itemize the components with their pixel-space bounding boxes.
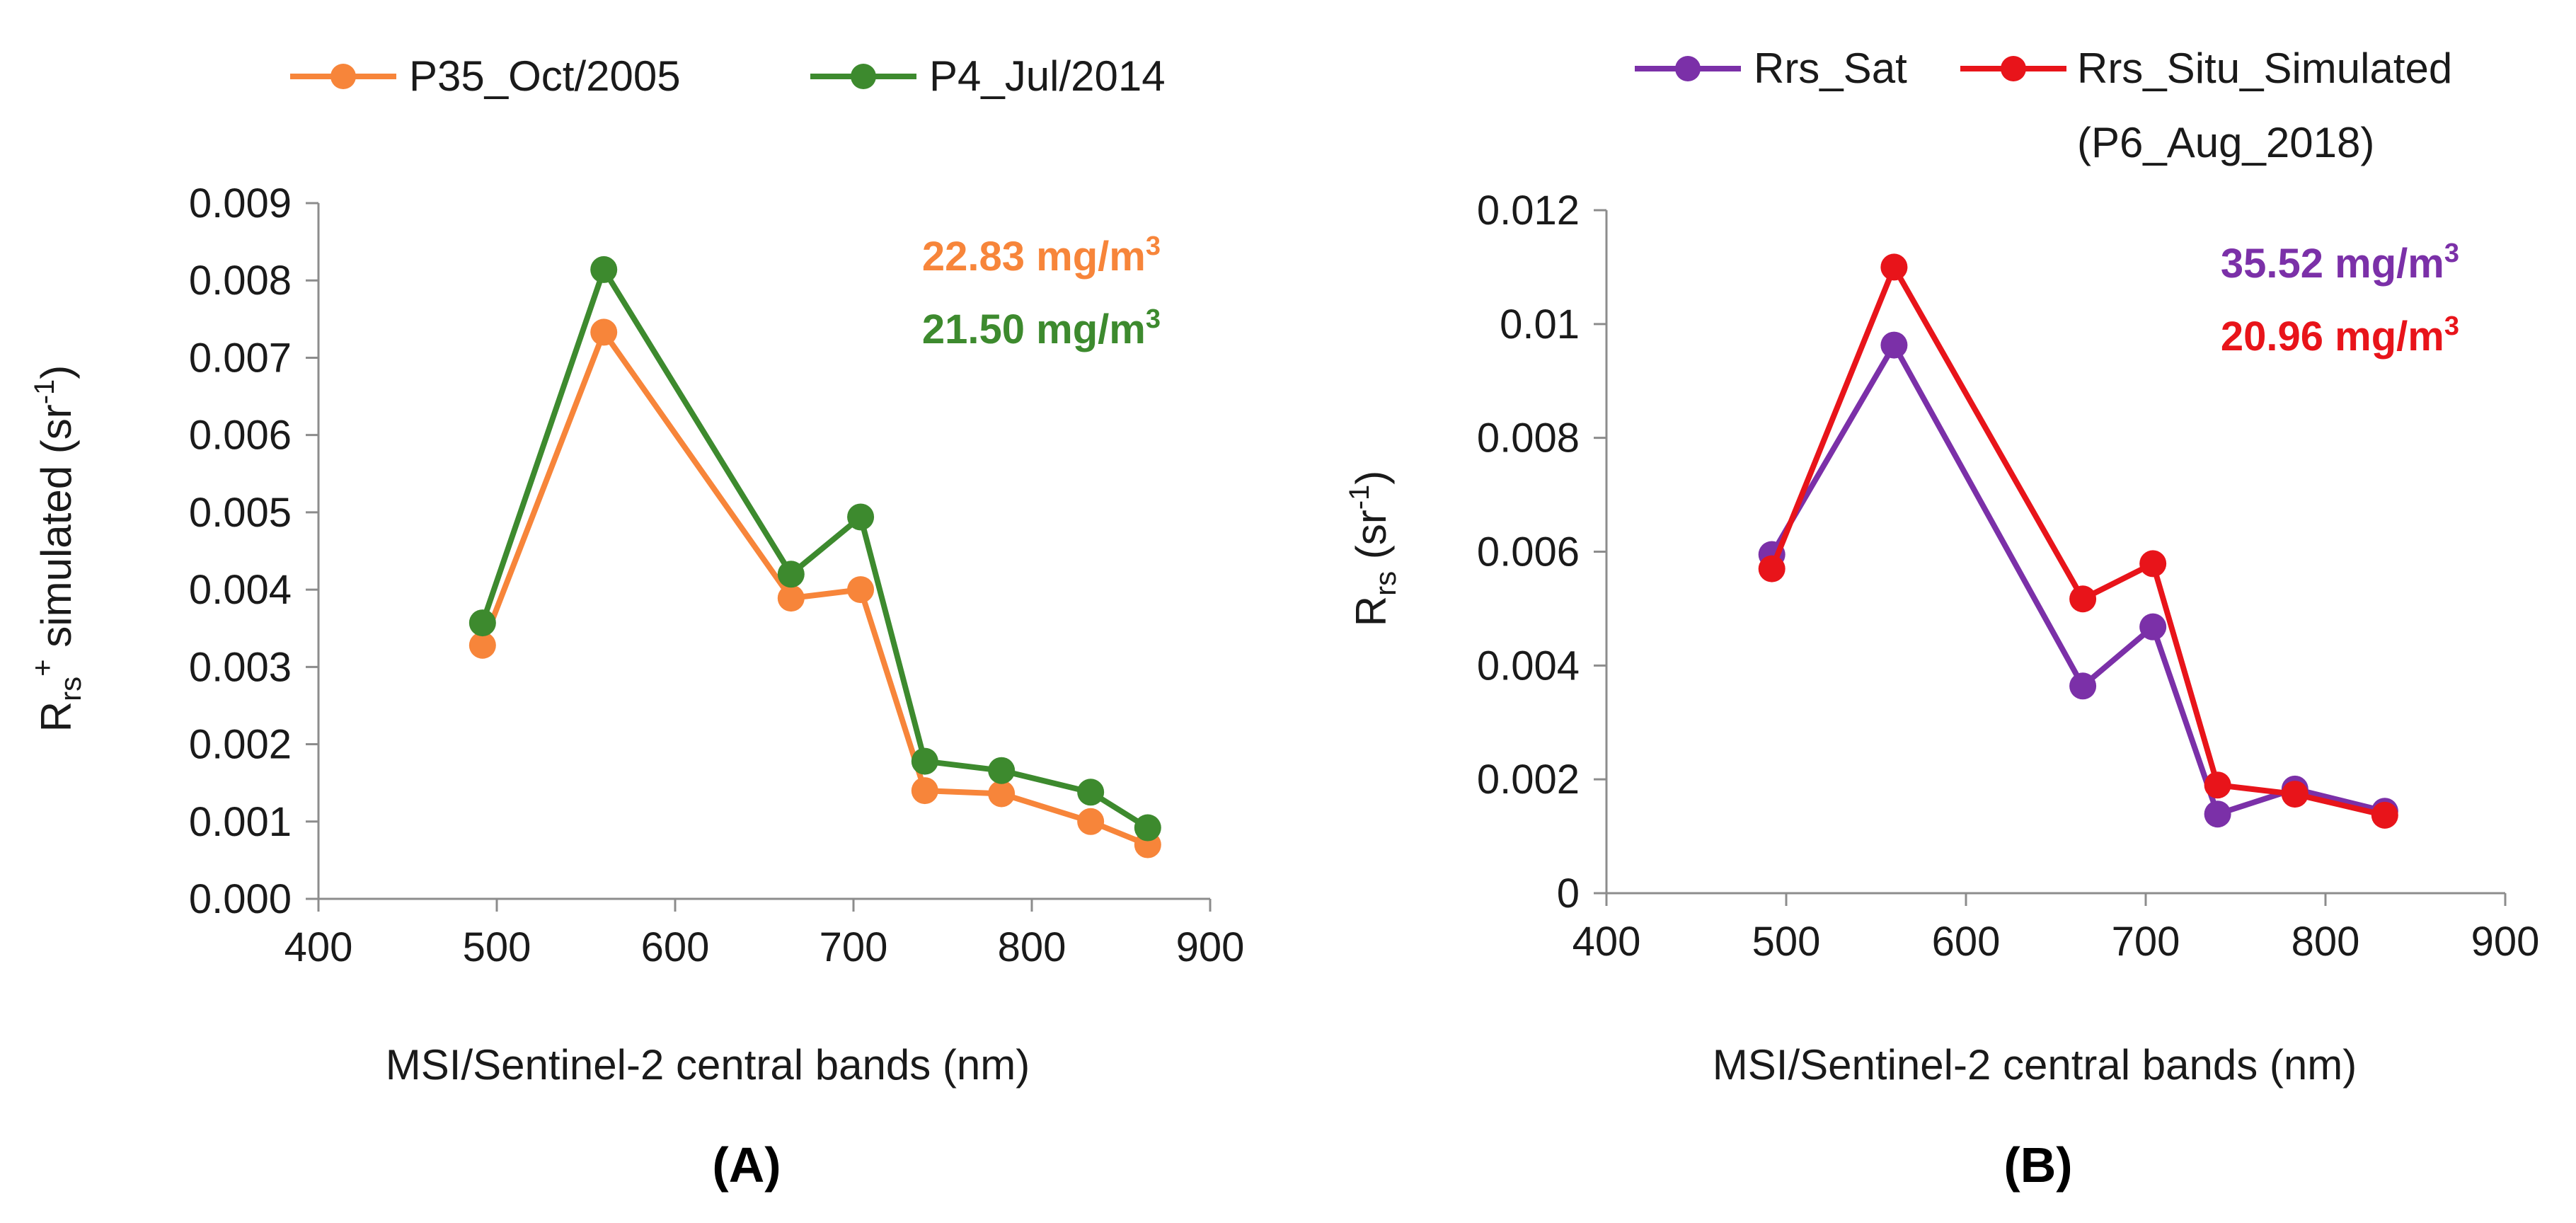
y-tick-label: 0.009 <box>189 180 292 226</box>
y-axis-title: Rrs+ simulated (sr-1) <box>25 365 87 733</box>
data-point <box>911 777 938 805</box>
y-ticks-b: 0 0.002 0.004 0.006 0.008 0.01 0.012 <box>1477 188 1606 917</box>
x-tick-label: 800 <box>2292 919 2360 965</box>
x-tick-label: 600 <box>641 924 710 970</box>
data-point <box>590 255 618 283</box>
series-line <box>480 329 1149 848</box>
data-point <box>847 576 875 604</box>
data-point <box>590 318 618 346</box>
x-ticks-b: 400 500 600 700 800 900 <box>1572 893 2540 965</box>
legend-label-line2: (P6_Aug_2018) <box>2077 119 2374 166</box>
series-line <box>1769 342 2386 817</box>
y-tick-label: 0.003 <box>189 644 292 690</box>
y-tick-label: 0.000 <box>189 876 292 922</box>
data-point <box>2204 800 2231 828</box>
panel-label-b: (B) <box>2003 1137 2072 1193</box>
data-point <box>911 747 938 775</box>
y-tick-label: 0.007 <box>189 335 292 381</box>
data-point <box>2204 771 2231 799</box>
x-tick-label: 500 <box>463 924 531 970</box>
x-tick-label: 400 <box>284 924 353 970</box>
data-point <box>1077 779 1105 806</box>
x-axis-title: MSI/Sentinel-2 central bands (nm) <box>386 1041 1030 1089</box>
axes-a <box>317 203 1210 900</box>
legend-swatch-marker <box>1675 56 1701 81</box>
data-point <box>1758 555 1786 582</box>
legend-label: P35_Oct/2005 <box>409 52 681 100</box>
x-tick-label: 500 <box>1752 919 1821 965</box>
concentration-annotation: 20.96 mg/m3 <box>2221 311 2459 360</box>
data-point <box>1880 331 1908 359</box>
x-tick-label: 900 <box>1176 924 1245 970</box>
y-tick-label: 0.001 <box>189 799 292 845</box>
data-point <box>777 585 805 612</box>
data-point <box>2069 672 2097 700</box>
data-point <box>2139 613 2167 641</box>
data-point <box>777 561 805 588</box>
y-ticks-a: 0.000 0.001 0.002 0.003 0.004 0.005 0.006 0.007… <box>189 180 318 922</box>
panel-label-a: (A) <box>712 1137 781 1193</box>
x-tick-label: 700 <box>2112 919 2180 965</box>
data-point <box>2371 801 2398 829</box>
y-tick-label: 0.012 <box>1477 188 1580 234</box>
chart-panel-a: P35_Oct/2005 P4_Jul/2014 400 500 600 700 800… <box>25 52 1244 1193</box>
x-tick-label: 900 <box>2471 919 2540 965</box>
data-point <box>468 631 496 659</box>
data-point <box>988 780 1016 808</box>
legend-swatch-marker <box>2001 56 2026 81</box>
y-tick-label: 0 <box>1557 871 1580 917</box>
y-tick-label: 0.002 <box>189 722 292 768</box>
y-tick-label: 0.008 <box>189 258 292 304</box>
chart-panel-b: Rrs_Sat Rrs_Situ_Simulated (P6_Aug_2018)… <box>1344 45 2539 1193</box>
data-point <box>1134 814 1161 842</box>
y-tick-label: 0.002 <box>1477 757 1580 803</box>
legend-a: P35_Oct/2005 P4_Jul/2014 <box>290 52 1166 100</box>
data-point <box>2139 550 2167 578</box>
legend-label: Rrs_Sat <box>1754 45 1907 92</box>
series-b <box>1758 253 2398 829</box>
x-axis-title: MSI/Sentinel-2 central bands (nm) <box>1713 1041 2357 1089</box>
legend-swatch-marker <box>851 64 876 89</box>
x-ticks-a: 400 500 600 700 800 900 <box>284 899 1245 970</box>
y-axis-title: Rrs (sr-1) <box>1344 471 1402 627</box>
concentration-annotation: 35.52 mg/m3 <box>2221 239 2459 287</box>
y-tick-label: 0.01 <box>1500 302 1580 348</box>
concentration-annotation: 21.50 mg/m3 <box>922 304 1161 352</box>
data-point <box>2069 585 2097 613</box>
x-tick-label: 800 <box>998 924 1066 970</box>
y-tick-label: 0.004 <box>189 567 292 613</box>
legend-b: Rrs_Sat Rrs_Situ_Simulated (P6_Aug_2018) <box>1635 45 2452 166</box>
data-point <box>468 609 496 637</box>
data-point <box>2281 781 2308 808</box>
y-tick-label: 0.004 <box>1477 643 1580 689</box>
concentration-annotation: 22.83 mg/m3 <box>922 231 1161 280</box>
x-tick-label: 600 <box>1932 919 2001 965</box>
x-tick-label: 400 <box>1572 919 1641 965</box>
legend-label: Rrs_Situ_Simulated <box>2077 45 2452 92</box>
y-tick-label: 0.006 <box>189 413 292 459</box>
legend-swatch-marker <box>330 64 356 89</box>
series-line <box>480 266 1149 830</box>
x-tick-label: 700 <box>820 924 888 970</box>
legend-label: P4_Jul/2014 <box>929 52 1166 100</box>
y-tick-label: 0.006 <box>1477 529 1580 575</box>
data-point <box>988 757 1016 784</box>
y-tick-label: 0.005 <box>189 490 292 536</box>
series-a <box>468 255 1161 859</box>
data-point <box>1077 808 1105 835</box>
data-point <box>847 503 875 531</box>
y-tick-label: 0.008 <box>1477 415 1580 461</box>
data-point <box>1880 253 1908 281</box>
